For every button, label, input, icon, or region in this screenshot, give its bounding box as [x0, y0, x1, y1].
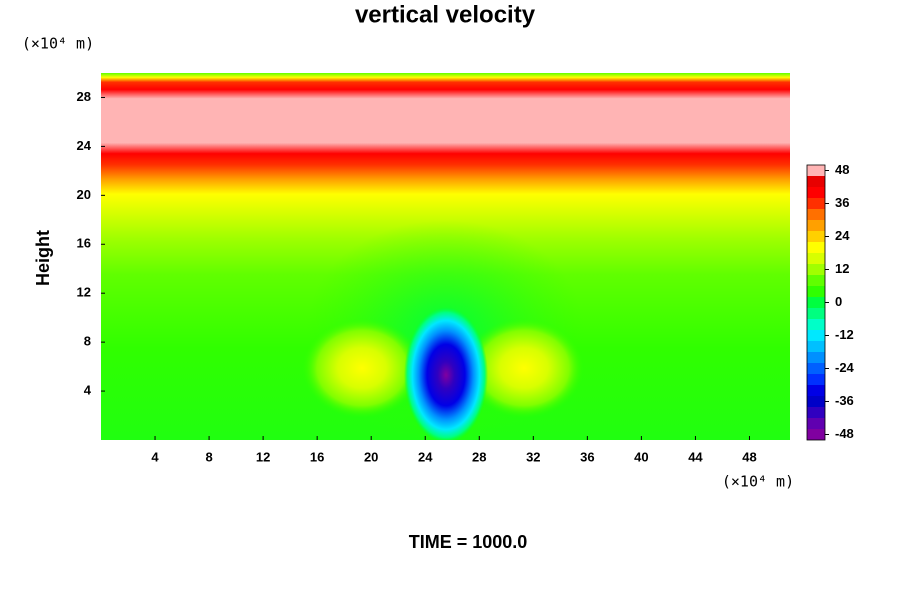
colorbar-swatch	[807, 242, 825, 253]
y-axis-label: Height	[33, 230, 53, 286]
colorbar-swatch	[807, 220, 825, 231]
x-tick-label: 20	[364, 449, 378, 464]
x-tick-label: 4	[151, 449, 159, 464]
x-tick-label: 32	[526, 449, 540, 464]
x-tick-label: 16	[310, 449, 324, 464]
y-unit: (×10⁴ m)	[22, 35, 94, 53]
colorbar-swatch	[807, 374, 825, 385]
colorbar-swatch	[807, 286, 825, 297]
contour-field	[101, 73, 790, 440]
x-tick-label: 48	[742, 449, 756, 464]
colorbar-swatch	[807, 187, 825, 198]
colorbar-swatch	[807, 341, 825, 352]
y-tick-label: 24	[77, 138, 92, 153]
colorbar-swatch	[807, 385, 825, 396]
colorbar-swatch	[807, 209, 825, 220]
y-tick-label: 8	[84, 334, 91, 349]
x-unit: (×10⁴ m)	[722, 473, 794, 491]
y-tick-label: 12	[77, 285, 91, 300]
colorbar-swatch	[807, 363, 825, 374]
colorbar-swatch	[807, 198, 825, 209]
x-tick-label: 12	[256, 449, 270, 464]
colorbar-swatch	[807, 352, 825, 363]
x-tick-label: 24	[418, 449, 433, 464]
x-tick-label: 28	[472, 449, 486, 464]
colorbar-tick-label: 36	[835, 195, 849, 210]
colorbar-swatch	[807, 253, 825, 264]
colorbar-tick-label: 48	[835, 162, 849, 177]
colorbar-swatch	[807, 429, 825, 440]
colorbar-swatch	[807, 319, 825, 330]
y-tick-label: 28	[77, 89, 91, 104]
colorbar-tick-label: 0	[835, 294, 842, 309]
footer: TIME = 1000.0	[409, 532, 528, 552]
y-tick-label: 20	[77, 187, 91, 202]
colorbar-swatch	[807, 264, 825, 275]
colorbar-tick-label: 12	[835, 261, 849, 276]
chart-title: vertical velocity	[355, 1, 536, 28]
colorbar-swatch	[807, 275, 825, 286]
colorbar-tick-label: -12	[835, 327, 854, 342]
colorbar-tick-label: -36	[835, 393, 854, 408]
y-tick-label: 4	[84, 383, 92, 398]
colorbar-swatch	[807, 308, 825, 319]
colorbar-swatch	[807, 297, 825, 308]
colorbar-swatch	[807, 231, 825, 242]
x-tick-label: 40	[634, 449, 648, 464]
colorbar-swatch	[807, 176, 825, 187]
y-tick-label: 16	[77, 236, 91, 251]
x-tick-label: 8	[205, 449, 212, 464]
colorbar-tick-label: 24	[835, 228, 850, 243]
colorbar-tick-label: -48	[835, 426, 854, 441]
colorbar-swatch	[807, 330, 825, 341]
colorbar-swatch	[807, 407, 825, 418]
colorbar-swatch	[807, 418, 825, 429]
x-tick-label: 44	[688, 449, 703, 464]
colorbar-swatch	[807, 165, 825, 176]
x-tick-label: 36	[580, 449, 594, 464]
colorbar-tick-label: -24	[835, 360, 855, 375]
colorbar-swatch	[807, 396, 825, 407]
